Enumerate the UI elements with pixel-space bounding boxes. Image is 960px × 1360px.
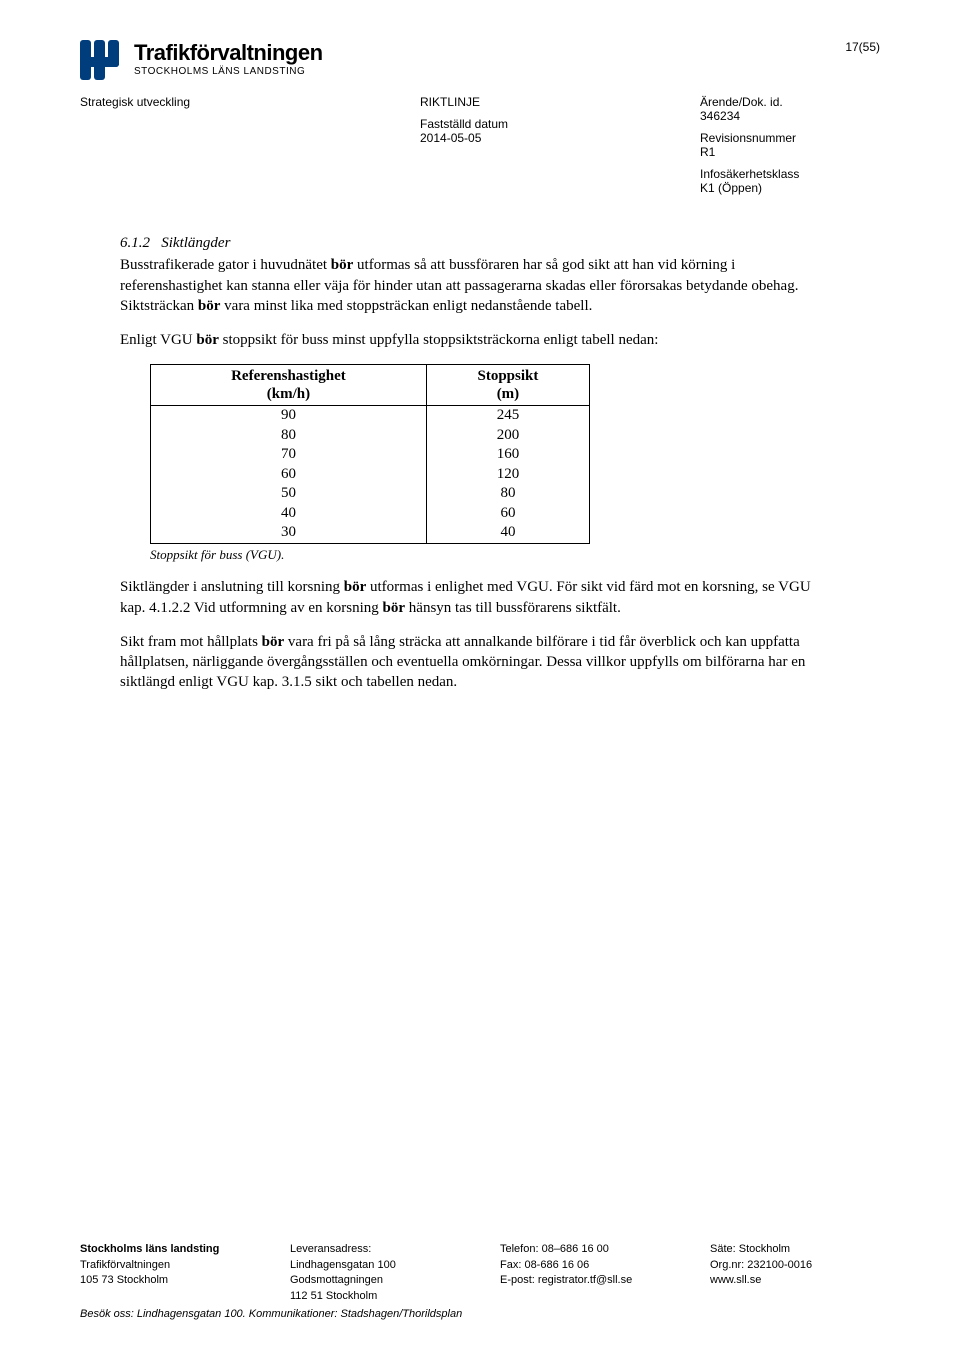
page-number: 17(55) [845, 40, 880, 54]
sec-value: K1 (Öppen) [700, 181, 880, 195]
header-meta: Strategisk utveckling RIKTLINJE Faststäl… [80, 95, 880, 203]
rev-label: Revisionsnummer [700, 131, 880, 145]
section-heading: 6.1.2 Siktlängder [120, 233, 820, 253]
department: Strategisk utveckling [80, 95, 340, 109]
table-caption: Stoppsikt för buss (VGU). [150, 546, 820, 564]
paragraph-1: Busstrafikerade gator i huvudnätet bör u… [120, 255, 820, 316]
table-header-stop: Stoppsikt (m) [426, 365, 589, 406]
doc-id-value: 346234 [700, 109, 880, 123]
date-value: 2014-05-05 [420, 131, 620, 145]
section-number: 6.1.2 [120, 235, 150, 251]
document-header: 17(55) Trafikförvaltningen STOCKHOLMS LÄ… [80, 40, 880, 203]
table-row: 4060 [151, 504, 590, 524]
doc-type: RIKTLINJE [420, 95, 620, 109]
footer-col-3: Telefon: 08–686 16 00 Fax: 08-686 16 06 … [500, 1242, 670, 1304]
main-content: 6.1.2 Siktlängder Busstrafikerade gator … [80, 233, 880, 693]
footer-visit: Besök oss: Lindhagensgatan 100. Kommunik… [80, 1308, 880, 1320]
table-row: 70160 [151, 445, 590, 465]
logo-sub-text: STOCKHOLMS LÄNS LANDSTING [134, 66, 323, 77]
table-row: 80200 [151, 426, 590, 446]
table-row: 90245 [151, 406, 590, 426]
footer-col-1: Stockholms läns landsting Trafikförvaltn… [80, 1242, 250, 1304]
logo-icon [80, 40, 124, 80]
footer-col-2: Leveransadress: Lindhagensgatan 100 Gods… [290, 1242, 460, 1304]
table-header-speed: Referenshastighet (km/h) [151, 365, 427, 406]
page-footer: Stockholms läns landsting Trafikförvaltn… [80, 1242, 880, 1320]
doc-id-label: Ärende/Dok. id. [700, 95, 880, 109]
table-row: 5080 [151, 484, 590, 504]
sec-label: Infosäkerhetsklass [700, 167, 880, 181]
section-title: Siktlängder [161, 235, 230, 251]
footer-col-4: Säte: Stockholm Org.nr: 232100-0016 www.… [710, 1242, 880, 1304]
date-label: Fastställd datum [420, 117, 620, 131]
logo-main-text: Trafikförvaltningen [134, 40, 323, 66]
paragraph-3: Siktlängder i anslutning till korsning b… [120, 577, 820, 618]
rev-value: R1 [700, 145, 880, 159]
table-row: 3040 [151, 523, 590, 543]
table-row: 60120 [151, 465, 590, 485]
stoppsikt-table: Referenshastighet (km/h) Stoppsikt (m) 9… [150, 364, 590, 544]
paragraph-2: Enligt VGU bör stoppsikt för buss minst … [120, 330, 820, 350]
logo-block: Trafikförvaltningen STOCKHOLMS LÄNS LAND… [80, 40, 880, 80]
paragraph-4: Sikt fram mot hållplats bör vara fri på … [120, 632, 820, 693]
